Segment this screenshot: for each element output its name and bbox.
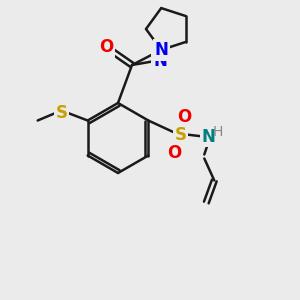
Text: S: S bbox=[174, 125, 186, 143]
Text: O: O bbox=[167, 143, 182, 161]
Text: H: H bbox=[213, 124, 224, 139]
Text: O: O bbox=[177, 107, 191, 125]
Text: O: O bbox=[99, 38, 113, 56]
Text: N: N bbox=[153, 52, 167, 70]
Text: S: S bbox=[56, 103, 68, 122]
Text: N: N bbox=[201, 128, 215, 146]
Text: N: N bbox=[154, 41, 168, 59]
